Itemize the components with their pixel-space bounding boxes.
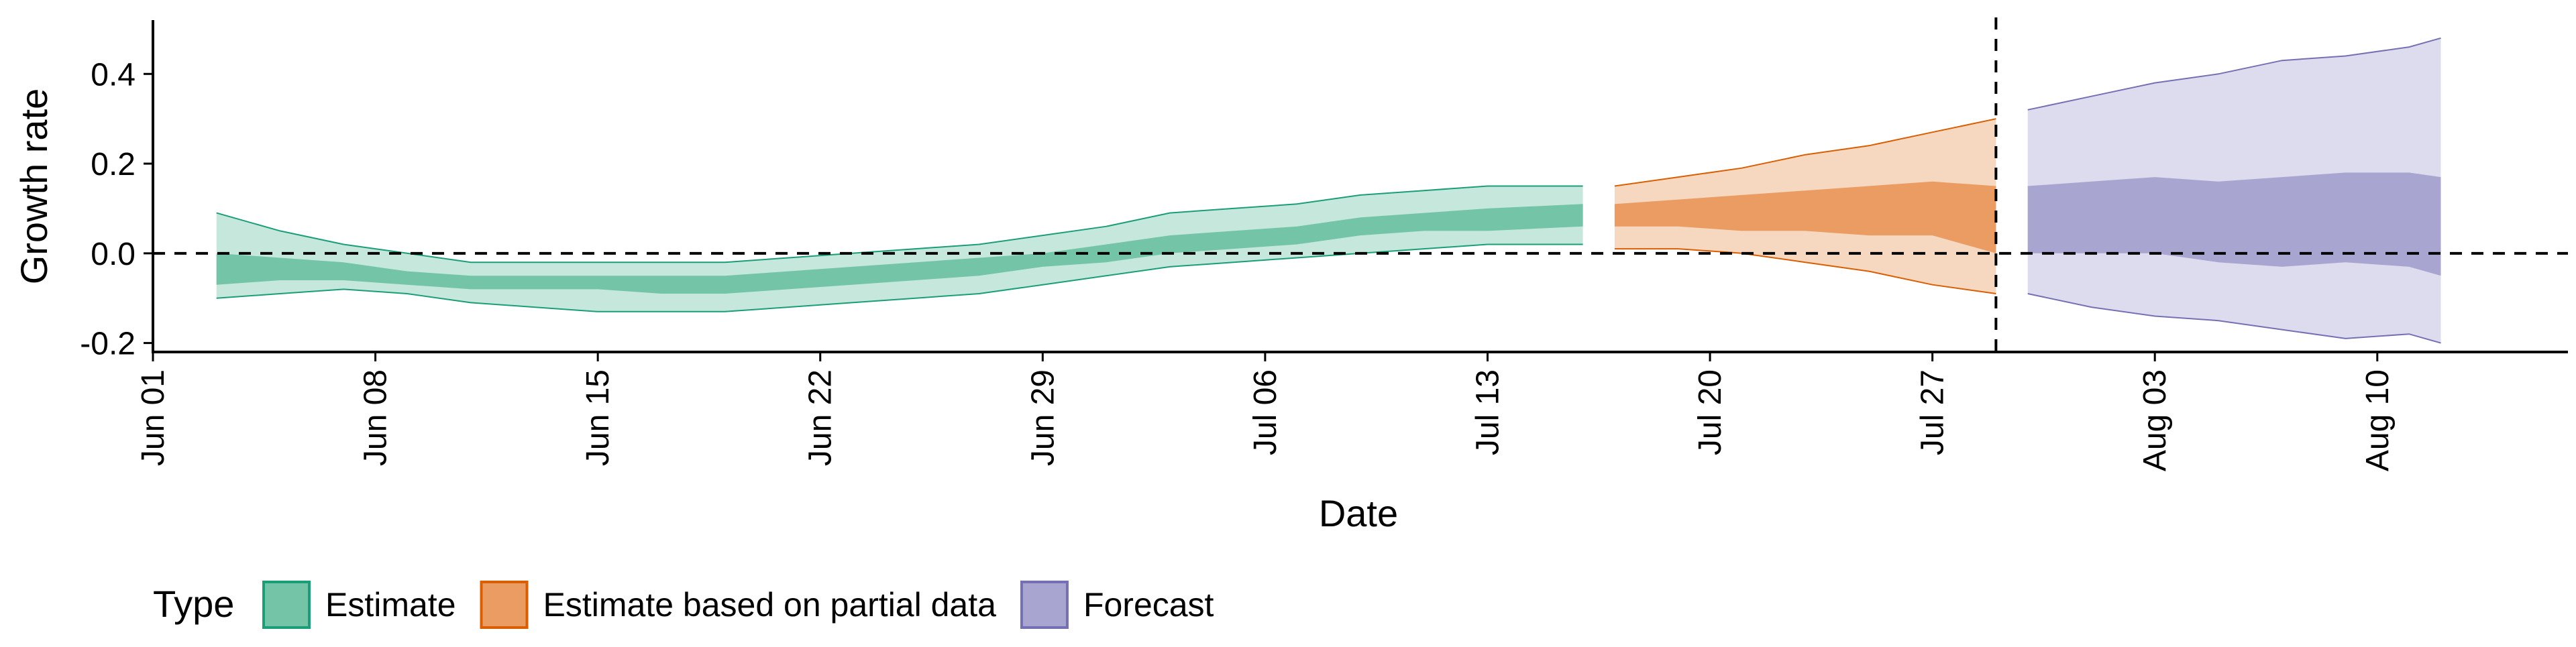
lower-edge-estimate-based-on-partial-data bbox=[1614, 248, 1996, 294]
inner-band-estimate-based-on-partial-data bbox=[1614, 181, 1996, 253]
y-tick-label: -0.2 bbox=[80, 327, 136, 362]
legend-label: Estimate based on partial data bbox=[543, 586, 997, 624]
bands-layer bbox=[216, 37, 2441, 344]
x-tick-label: Jun 29 bbox=[1025, 369, 1061, 466]
x-tick-label: Jul 27 bbox=[1915, 369, 1951, 455]
lower-edge-estimate bbox=[216, 243, 1583, 312]
y-tick-label: 0.4 bbox=[91, 57, 136, 93]
legend-label: Forecast bbox=[1083, 586, 1214, 624]
y-axis-title: Growth rate bbox=[13, 89, 55, 285]
legend-swatch bbox=[262, 581, 311, 629]
x-tick-label: Aug 03 bbox=[2137, 369, 2173, 471]
legend-swatch bbox=[1020, 581, 1069, 629]
lower-edge-forecast bbox=[2027, 293, 2441, 344]
x-tick-label: Jun 08 bbox=[358, 369, 394, 466]
inner-band-forecast bbox=[2027, 172, 2441, 276]
x-tick-label: Jun 15 bbox=[580, 369, 616, 466]
legend-title: Type bbox=[153, 583, 234, 625]
upper-edge-estimate bbox=[216, 185, 1583, 263]
inner-band-estimate bbox=[216, 204, 1583, 294]
legend: Type Estimate Estimate based on partial d… bbox=[153, 581, 1214, 629]
legend-swatch bbox=[480, 581, 529, 629]
x-axis-title: Date bbox=[1319, 492, 1398, 534]
x-tick-label: Jul 13 bbox=[1470, 369, 1506, 455]
upper-edge-estimate-based-on-partial-data bbox=[1614, 118, 1996, 187]
x-tick-label: Jun 22 bbox=[803, 369, 839, 466]
legend-label: Estimate bbox=[325, 586, 456, 624]
x-tick-label: Jul 06 bbox=[1248, 369, 1283, 455]
x-tick-label: Jun 01 bbox=[136, 369, 171, 466]
x-tick-label: Aug 10 bbox=[2360, 369, 2396, 471]
outer-band-estimate bbox=[216, 186, 1583, 312]
upper-edge-forecast bbox=[2027, 37, 2441, 111]
y-tick-label: 0.2 bbox=[91, 147, 136, 182]
y-tick-label: 0.0 bbox=[91, 237, 136, 272]
x-tick-label: Jul 20 bbox=[1693, 369, 1728, 455]
reference-lines-layer bbox=[153, 17, 2568, 352]
